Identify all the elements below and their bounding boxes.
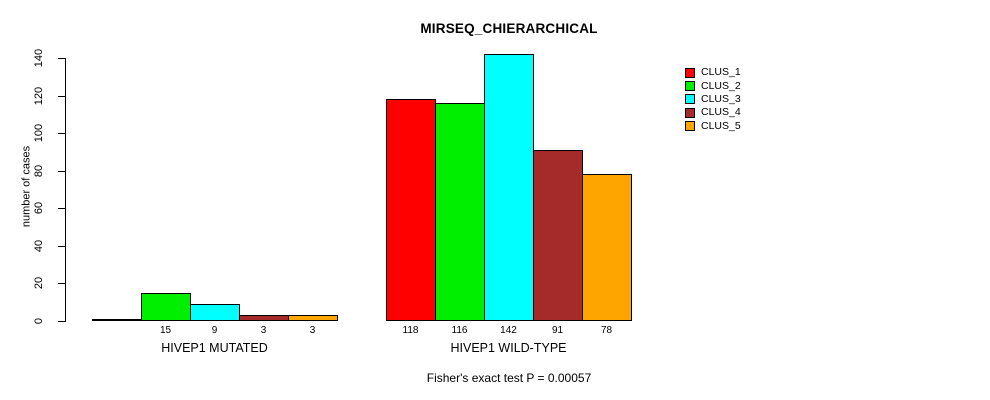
bar-value-label: 9 [211,325,218,336]
y-tick-label: 20 [33,276,45,290]
y-tick-label: 120 [33,86,45,106]
y-tick-label: 60 [33,201,45,215]
legend-label: CLUS_2 [701,79,741,92]
legend-item-clus_3: CLUS_3 [685,93,741,106]
y-tick-label: 100 [33,123,45,143]
y-tick-label: 40 [33,239,45,253]
legend-item-clus_5: CLUS_5 [685,120,741,133]
y-tick-label: 80 [33,164,45,178]
legend-label: CLUS_4 [701,106,741,119]
bar-clus_2 [435,103,485,321]
bar-value-label: 3 [260,325,267,336]
bar-value-label: 15 [159,325,172,336]
group-label: HIVEP1 MUTATED [161,341,268,355]
group-label: HIVEP1 WILD-TYPE [450,341,567,355]
y-tick-mark [58,321,65,322]
bar-clus_4 [533,150,583,321]
bar-value-label: 91 [551,325,564,336]
legend-swatch [685,107,695,118]
legend-swatch [685,94,695,105]
legend-item-clus_2: CLUS_2 [685,79,741,92]
bar-clus_3 [484,54,534,321]
chart-title: MIRSEQ_CHIERARCHICAL [420,21,598,36]
y-tick-mark [58,283,65,284]
y-tick-mark [58,208,65,209]
bar-value-label: 118 [402,325,419,336]
bar-value-label: 3 [309,325,316,336]
legend-swatch [685,81,695,92]
fisher-test-caption: Fisher's exact test P = 0.00057 [426,371,592,385]
y-tick-label: 0 [33,317,45,325]
bar-value-label: 116 [451,325,468,336]
bar-value-label: 78 [600,325,613,336]
legend-label: CLUS_1 [701,66,741,79]
bar-clus_1 [386,99,436,321]
y-tick-mark [58,58,65,59]
bar-value-label: 142 [500,325,517,336]
legend-swatch [685,121,695,132]
y-tick-mark [58,96,65,97]
legend-label: CLUS_5 [701,119,741,132]
y-tick-mark [58,133,65,134]
legend: CLUS_1 CLUS_2 CLUS_3 CLUS_4 CLUS_5 [685,66,741,133]
legend-swatch [685,67,695,78]
legend-item-clus_1: CLUS_1 [685,66,741,79]
y-tick-label: 140 [33,48,45,68]
legend-label: CLUS_3 [701,92,741,105]
y-axis-line [65,58,66,322]
bar-clus_2 [141,293,191,321]
bar-clus_4 [239,315,289,321]
bar-clus_5 [582,174,632,321]
bar-clus_1 [92,319,142,321]
y-tick-mark [58,171,65,172]
legend-item-clus_4: CLUS_4 [685,106,741,119]
bar-clus_5 [288,315,338,321]
bar-clus_3 [190,304,240,321]
y-tick-mark [58,246,65,247]
